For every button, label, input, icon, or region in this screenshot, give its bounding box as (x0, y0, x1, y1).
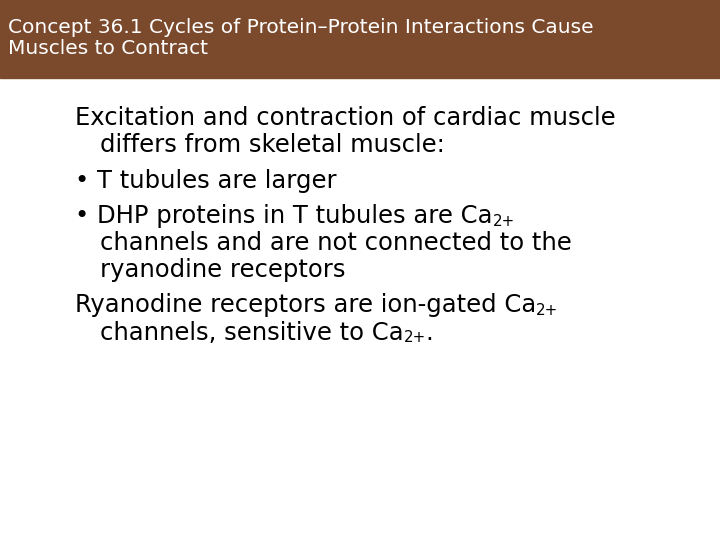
Text: 2+: 2+ (536, 303, 559, 318)
Text: 2+: 2+ (492, 214, 515, 228)
Bar (0, 0, 720, 78)
Text: channels and are not connected to the: channels and are not connected to the (100, 231, 572, 255)
Text: ryanodine receptors: ryanodine receptors (100, 258, 346, 282)
Text: Ryanodine receptors are ion-gated Ca: Ryanodine receptors are ion-gated Ca (75, 293, 536, 318)
Text: channels, sensitive to Ca: channels, sensitive to Ca (100, 321, 404, 345)
Text: .: . (426, 321, 433, 345)
Text: Muscles to Contract: Muscles to Contract (8, 39, 208, 58)
Text: • T tubules are larger: • T tubules are larger (75, 168, 337, 193)
Text: Excitation and contraction of cardiac muscle: Excitation and contraction of cardiac mu… (75, 106, 616, 130)
Text: • DHP proteins in T tubules are Ca: • DHP proteins in T tubules are Ca (75, 204, 492, 228)
Text: differs from skeletal muscle:: differs from skeletal muscle: (100, 133, 445, 158)
Text: Concept 36.1 Cycles of Protein–Protein Interactions Cause: Concept 36.1 Cycles of Protein–Protein I… (8, 18, 593, 37)
Text: 2+: 2+ (404, 330, 426, 345)
